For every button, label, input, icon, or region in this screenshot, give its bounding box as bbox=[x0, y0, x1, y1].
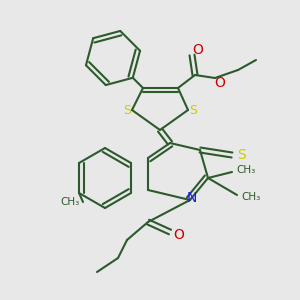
Text: O: O bbox=[214, 76, 225, 90]
Text: CH₃: CH₃ bbox=[242, 192, 261, 202]
Text: S: S bbox=[189, 103, 197, 116]
Text: O: O bbox=[193, 43, 203, 57]
Text: O: O bbox=[174, 228, 184, 242]
Text: N: N bbox=[187, 191, 197, 205]
Text: S: S bbox=[237, 148, 245, 162]
Text: S: S bbox=[123, 103, 131, 116]
Text: CH₃: CH₃ bbox=[236, 165, 256, 175]
Text: CH₃: CH₃ bbox=[60, 197, 80, 207]
